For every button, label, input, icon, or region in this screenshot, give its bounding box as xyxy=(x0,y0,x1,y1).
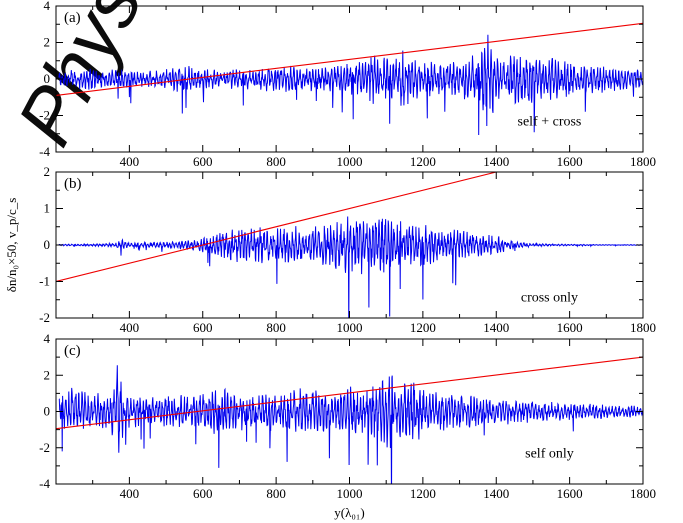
panel-b: 400 600 800 1000 1200 1400 1600 1800 -2 -1 0 1 2 (b) c… xyxy=(4,164,656,335)
phase-velocity-line-a xyxy=(56,22,643,96)
x-tick-label: 400 xyxy=(120,320,140,335)
x-tick-label: 600 xyxy=(193,320,213,335)
x-tick-label: 1600 xyxy=(557,320,583,335)
signal-line-c xyxy=(58,365,643,484)
x-tick-label: 1800 xyxy=(630,486,656,501)
x-tick-label: 1200 xyxy=(410,154,436,169)
y-tick-label: 0 xyxy=(44,404,51,419)
x-tick-label: 1000 xyxy=(337,154,363,169)
x-tick-label: 1600 xyxy=(557,486,583,501)
y-tick-label: 0 xyxy=(44,237,51,252)
x-tick-label: 600 xyxy=(193,154,213,169)
x-tick-label: 800 xyxy=(266,154,286,169)
y-tick-label: 2 xyxy=(44,164,51,179)
y-tick-label: 2 xyxy=(44,35,51,50)
x-tick-label: 1400 xyxy=(483,486,509,501)
y-tick-label: 1 xyxy=(44,201,51,216)
x-tick-label: 1000 xyxy=(337,320,363,335)
y-tick-label: 2 xyxy=(44,367,51,382)
phase-velocity-line-c xyxy=(56,356,643,430)
plot-area xyxy=(56,356,643,484)
y-tick-label: -4 xyxy=(39,144,50,159)
y-tick-label: -2 xyxy=(39,310,50,325)
phase-velocity-line-b xyxy=(56,172,497,283)
panel-annotation: self + cross xyxy=(518,115,582,130)
panel-annotation: self only xyxy=(525,447,574,462)
x-tick-label: 1400 xyxy=(483,320,509,335)
x-axis-title: y(λ₀₁) xyxy=(334,505,365,520)
x-tick-label: 800 xyxy=(266,486,286,501)
y-tick-label: -4 xyxy=(39,476,50,491)
y-tick-label: 4 xyxy=(44,331,51,346)
panel-a: 400 600 800 1000 1200 1400 1600 1800 -4 -2 0 2 4 (a) s… xyxy=(39,0,656,169)
x-tick-label: 1000 xyxy=(337,486,363,501)
y-tick-label: -2 xyxy=(39,440,50,455)
x-tick-label: 400 xyxy=(120,486,140,501)
y-axis-title: δn/n₀×50, v_p/c_s xyxy=(4,198,19,293)
panel-label: (a) xyxy=(64,10,81,26)
x-tick-label: 600 xyxy=(193,486,213,501)
y-tick-label: 4 xyxy=(44,0,51,13)
x-tick-label: 1200 xyxy=(410,486,436,501)
panel-label: (b) xyxy=(64,176,82,192)
panel-annotation: cross only xyxy=(521,291,578,306)
y-tick-label: -1 xyxy=(39,274,50,289)
panel-c: 400 600 800 1000 1200 1400 1600 1800 -4 -2 0 2 4 (c) s… xyxy=(39,331,656,520)
y-tick-label: 0 xyxy=(44,71,51,86)
plot-area xyxy=(56,22,643,136)
x-tick-label: 1200 xyxy=(410,320,436,335)
y-tick-label: -2 xyxy=(39,108,50,123)
x-tick-label: 1800 xyxy=(630,320,656,335)
x-tick-label: 800 xyxy=(266,320,286,335)
panels: 400 600 800 1000 1200 1400 1600 1800-4-2024(a)s… xyxy=(4,0,656,520)
x-tick-label: 1600 xyxy=(557,154,583,169)
x-tick-label: 1800 xyxy=(630,154,656,169)
signal-line-b xyxy=(58,216,643,318)
signal-line-a xyxy=(58,34,643,136)
x-tick-label: 400 xyxy=(120,154,140,169)
x-tick-label: 1400 xyxy=(483,154,509,169)
panel-label: (c) xyxy=(64,343,81,359)
plot-area xyxy=(56,172,643,318)
